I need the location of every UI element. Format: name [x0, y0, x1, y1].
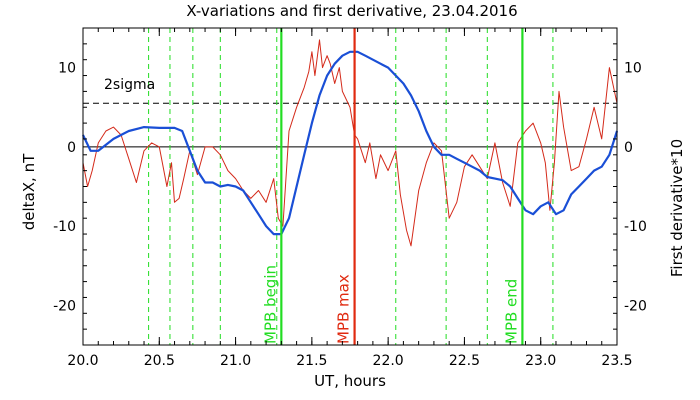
x-tick-label-4: 22.0	[373, 353, 404, 369]
marker-label-2: MPB end	[502, 279, 520, 344]
y-right-tick-label-3: 10	[624, 61, 642, 77]
y-axis-label-left: deltaX, nT	[20, 153, 38, 230]
marker-label-0: MPB begin	[261, 265, 279, 344]
series-layer	[82, 39, 619, 247]
x-tick-label-2: 21.0	[220, 353, 251, 369]
y-left-tick-labels: -20 -10 0 10	[53, 61, 76, 315]
x-tick-labels: 20.0 20.5 21.0 21.5 22.0 22.5 23.0 23.5	[67, 353, 632, 369]
y-left-tick-label-0: -20	[53, 298, 76, 314]
y-right-tick-label-2: 0	[624, 140, 633, 156]
x-tick-label-1: 20.5	[144, 353, 175, 369]
threshold-label: 2sigma	[104, 77, 155, 93]
series-derivative-line	[82, 39, 618, 247]
x-tick-label-0: 20.0	[67, 353, 98, 369]
y-axis-label-right: First derivative*10	[668, 139, 686, 277]
x-axis-label: UT, hours	[314, 372, 386, 390]
x-tick-label-7: 23.5	[601, 353, 632, 369]
chart-title: X-variations and first derivative, 23.04…	[186, 2, 517, 20]
y-right-tick-label-0: -20	[624, 298, 647, 314]
axis-ticks	[82, 27, 618, 346]
marker-label-1: MPB max	[335, 274, 353, 344]
y-right-tick-label-1: -10	[624, 219, 647, 235]
event-markers: MPB begin MPB max MPB end	[261, 28, 524, 345]
y-left-tick-label-3: 10	[58, 61, 76, 77]
x-tick-label-5: 22.5	[449, 353, 480, 369]
y-left-tick-label-2: 0	[67, 140, 76, 156]
x-tick-label-6: 23.0	[525, 353, 556, 369]
y-left-tick-label-1: -10	[53, 219, 76, 235]
y-right-tick-labels: -20 -10 0 10	[624, 61, 647, 315]
series-deltaX-line	[82, 50, 619, 236]
dashed-markers	[148, 28, 554, 345]
x-tick-label-3: 21.5	[296, 353, 327, 369]
